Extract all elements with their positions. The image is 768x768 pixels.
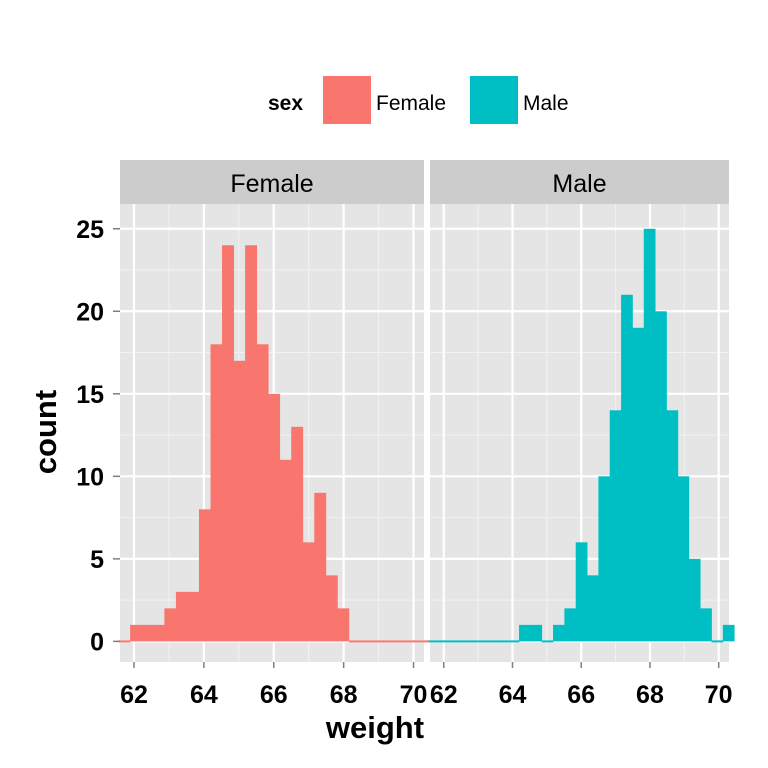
facet-panels: Female Male — [118, 160, 735, 662]
x-axis: 62 64 66 68 70 62 64 66 68 70 — [120, 662, 733, 709]
histogram-bar — [530, 624, 543, 642]
histogram-bar — [564, 608, 577, 642]
histogram-bar — [256, 344, 269, 642]
histogram-bar — [371, 640, 384, 643]
histogram-bar — [383, 640, 396, 643]
y-tick-label: 20 — [76, 298, 104, 326]
histogram-bar — [541, 640, 554, 643]
histogram-bar — [587, 575, 599, 642]
legend-label: Male — [523, 92, 569, 115]
histogram-bar — [643, 228, 656, 642]
histogram-bar — [198, 509, 211, 642]
strip-background — [120, 160, 424, 204]
x-axis-title: weight — [325, 710, 424, 745]
histogram-bar — [621, 294, 633, 642]
histogram-bar — [130, 624, 142, 642]
histogram-bar — [688, 558, 701, 642]
histogram-bar — [507, 640, 520, 643]
legend-key — [323, 76, 371, 124]
x-tick-label: 66 — [260, 681, 288, 709]
y-axis-title: count — [28, 390, 63, 474]
histogram-bar — [291, 426, 304, 642]
histogram-bar — [484, 640, 497, 643]
y-axis: 0 5 10 15 20 25 — [76, 216, 120, 656]
histogram-bar — [439, 640, 452, 643]
histogram-bar — [496, 640, 509, 643]
histogram-bar — [141, 624, 154, 642]
histogram-bar — [575, 542, 588, 642]
x-tick-label: 70 — [705, 681, 733, 709]
facet-panel: Male — [428, 160, 735, 662]
histogram-bar — [164, 608, 177, 642]
x-tick-label: 64 — [499, 681, 527, 709]
histogram-bar — [677, 476, 690, 642]
x-tick-label: 64 — [190, 681, 218, 709]
histogram-bar — [519, 624, 531, 642]
histogram-bar — [632, 327, 645, 642]
strip-label: Male — [552, 170, 606, 198]
histogram-bar — [394, 640, 407, 643]
histogram-bar — [700, 608, 712, 642]
histogram-bar — [337, 608, 350, 642]
histogram-bar — [268, 393, 281, 642]
y-tick-label: 5 — [90, 546, 104, 574]
x-tick-label: 70 — [400, 681, 428, 709]
histogram-bar — [417, 640, 430, 643]
histogram-bar — [210, 344, 223, 642]
legend-key — [470, 76, 518, 124]
y-tick-label: 15 — [76, 381, 104, 409]
histogram-bar — [598, 476, 611, 642]
histogram-bar — [222, 245, 234, 642]
x-tick-label: 62 — [120, 681, 148, 709]
x-tick-label: 62 — [430, 681, 458, 709]
histogram-bar — [314, 492, 327, 642]
histogram-bar — [711, 640, 724, 643]
histogram-bar — [325, 575, 338, 642]
histogram-bar — [118, 640, 131, 643]
strip-label: Female — [230, 170, 313, 198]
strip-background — [430, 160, 729, 204]
histogram-bar — [245, 245, 258, 642]
histogram-bar — [722, 624, 735, 642]
x-tick-label: 68 — [636, 681, 664, 709]
x-tick-label: 66 — [567, 681, 595, 709]
legend-title: sex — [268, 92, 303, 115]
legend-label: Female — [376, 92, 446, 115]
x-tick-label: 68 — [330, 681, 358, 709]
legend: sex Female Male — [268, 76, 569, 124]
histogram-bar — [473, 640, 486, 643]
histogram-bar — [462, 640, 475, 643]
histogram-bar — [666, 410, 679, 642]
histogram-bar — [152, 624, 165, 642]
histogram-bar — [279, 459, 292, 642]
histogram-bar — [360, 640, 373, 643]
y-tick-label: 25 — [76, 216, 104, 244]
histogram-bar — [175, 591, 188, 642]
histogram-bar — [302, 542, 315, 642]
legend-entry: Male — [470, 76, 569, 124]
histogram-bar — [609, 410, 622, 642]
facet-panel: Female — [118, 160, 430, 662]
histogram-bar — [233, 360, 246, 642]
histogram-bar — [187, 591, 200, 642]
histogram-bar — [553, 624, 565, 642]
legend-entry: Female — [323, 76, 446, 124]
histogram-bar — [655, 311, 667, 642]
histogram-bar — [406, 640, 419, 643]
y-tick-label: 0 — [90, 628, 104, 656]
histogram-bar — [450, 640, 463, 643]
y-tick-label: 10 — [76, 463, 104, 491]
histogram-bar — [428, 640, 441, 643]
histogram-bar — [348, 640, 361, 643]
